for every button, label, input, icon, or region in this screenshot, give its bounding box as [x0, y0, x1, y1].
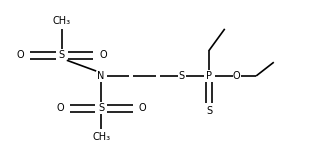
Text: CH₃: CH₃	[92, 132, 110, 142]
Text: N: N	[97, 71, 105, 81]
Text: S: S	[98, 103, 104, 113]
Text: O: O	[56, 103, 64, 113]
Text: O: O	[138, 103, 146, 113]
Text: S: S	[59, 50, 65, 60]
Text: O: O	[233, 71, 240, 81]
Text: CH₃: CH₃	[53, 16, 71, 26]
Text: O: O	[17, 50, 25, 60]
Text: P: P	[206, 71, 212, 81]
Text: S: S	[206, 106, 212, 116]
Text: O: O	[99, 50, 107, 60]
Text: S: S	[179, 71, 185, 81]
